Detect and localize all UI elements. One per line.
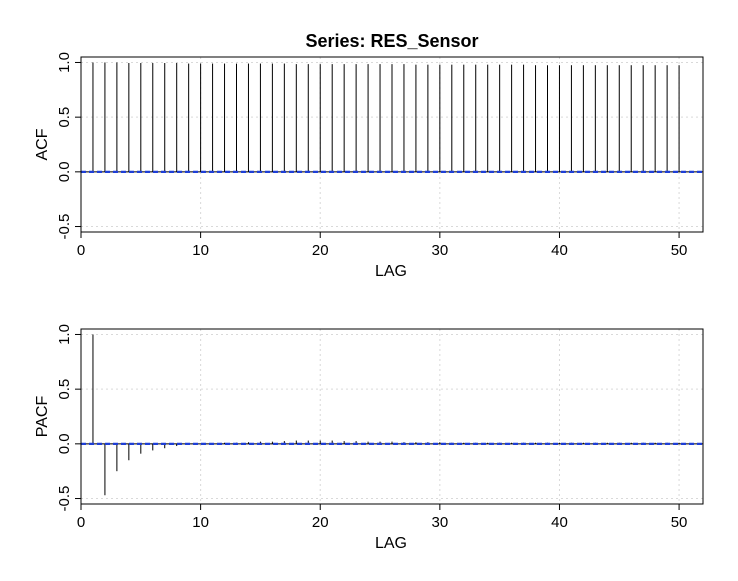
x-tick-label: 40 <box>551 242 568 259</box>
x-tick-label: 30 <box>432 242 449 259</box>
plot-frame <box>80 328 704 505</box>
y-axis-label: PACF <box>34 396 51 438</box>
y-tick-label: 0.0 <box>56 161 73 182</box>
y-axis-label: ACF <box>34 128 51 160</box>
plot-frame <box>80 56 704 233</box>
x-tick-label: 10 <box>192 242 209 259</box>
pacf-panel: 0 10 20 30 40 50 -0.5 0.0 0.5 1.0 LAG PACF <box>34 324 704 552</box>
y-tick-label: 0.5 <box>56 107 73 128</box>
x-tick-label: 20 <box>312 514 329 531</box>
y-tick-label: 0.0 <box>56 433 73 454</box>
y-tick-label: -0.5 <box>56 486 73 512</box>
x-tick-label: 0 <box>77 242 85 259</box>
chart-title: Series: RES_Sensor <box>305 31 478 51</box>
y-tick-label: 0.5 <box>56 379 73 400</box>
y-tick-label: -0.5 <box>56 214 73 240</box>
x-tick-label: 50 <box>671 242 688 259</box>
y-tick-label: 1.0 <box>56 52 73 73</box>
x-tick-label: 0 <box>77 514 85 531</box>
y-tick-label: 1.0 <box>56 324 73 345</box>
x-tick-label: 10 <box>192 514 209 531</box>
acf-panel: 0 10 20 30 40 50 -0.5 0.0 0.5 1.0 LAG ACF <box>34 52 704 280</box>
x-tick-label: 40 <box>551 514 568 531</box>
x-axis-label: LAG <box>375 535 407 552</box>
x-tick-label: 30 <box>432 514 449 531</box>
x-tick-label: 20 <box>312 242 329 259</box>
x-axis-label: LAG <box>375 263 407 280</box>
x-tick-label: 50 <box>671 514 688 531</box>
